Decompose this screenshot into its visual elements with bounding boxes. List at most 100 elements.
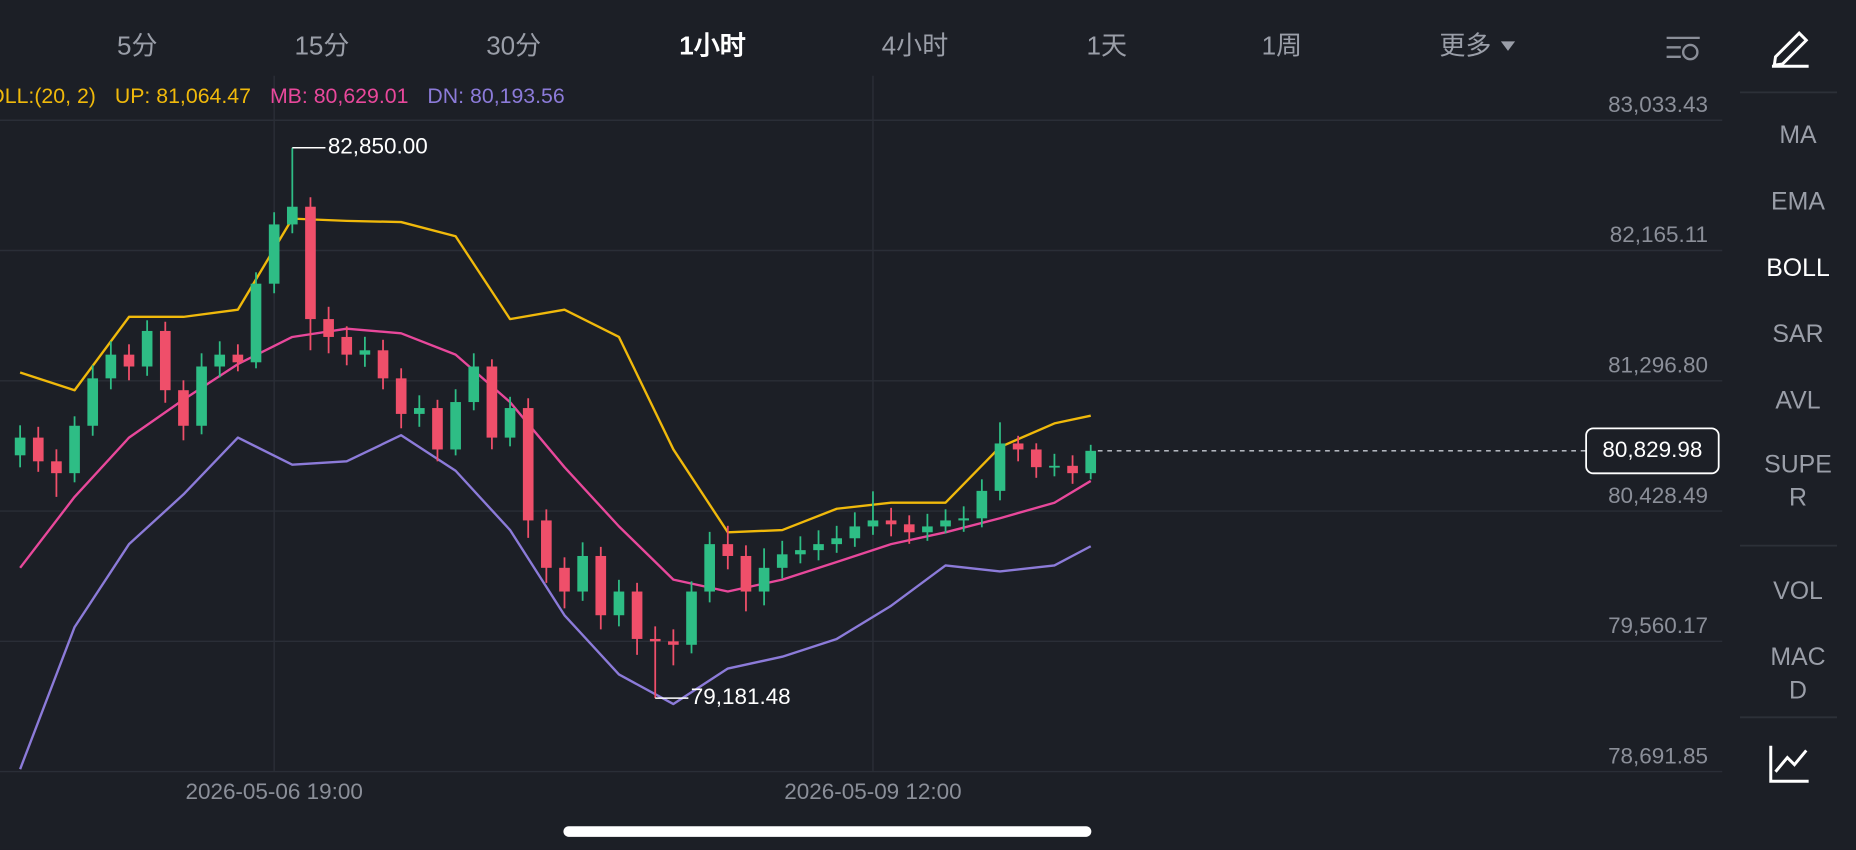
chart-icon[interactable] <box>1769 745 1809 783</box>
candle-body <box>522 408 534 521</box>
indicator-label: AVL <box>1775 387 1821 415</box>
candle-body <box>468 366 480 403</box>
interval-tab[interactable]: 4小时 <box>881 30 949 61</box>
candle-body <box>668 641 679 645</box>
candle-body <box>1049 465 1060 468</box>
draw-icon[interactable] <box>1771 31 1809 68</box>
candle-body <box>377 350 389 379</box>
candle-body <box>849 526 861 539</box>
candle-body <box>758 567 770 592</box>
candle-body <box>432 408 443 450</box>
candle-body <box>395 378 407 414</box>
candle-body <box>1085 450 1097 474</box>
grid <box>0 75 1723 773</box>
indicator-label: BOLL:(20, 2) <box>0 84 96 108</box>
candle-body <box>903 524 915 533</box>
candle-body <box>795 550 806 555</box>
candle-body <box>486 366 498 438</box>
candle-body <box>867 520 879 527</box>
legend-entry: DN: 80,193.56 <box>427 84 564 108</box>
interval-tab[interactable]: 更多 <box>1439 28 1516 64</box>
candle-body <box>14 437 26 456</box>
indicator-button[interactable]: MA <box>1740 120 1856 153</box>
bands <box>19 217 1092 770</box>
candle-body <box>450 402 461 450</box>
x-tick-label: 2026-05-09 12:00 <box>784 779 961 804</box>
candle-body <box>958 518 970 521</box>
candle-body <box>1030 449 1042 468</box>
candle-body <box>631 591 643 639</box>
candle-body <box>359 350 371 355</box>
dropdown-arrow <box>1500 41 1516 51</box>
candles <box>14 147 1097 699</box>
indicator-button[interactable]: SUPER <box>1740 449 1856 515</box>
interval-tab[interactable]: 15分 <box>294 30 350 61</box>
candle-body <box>123 354 135 367</box>
last-price-label: 80,829.98 <box>1602 437 1702 462</box>
candle-body <box>813 544 824 551</box>
candle-body <box>341 336 353 355</box>
candle-body <box>776 554 788 568</box>
indicator-button[interactable]: SAR <box>1740 318 1856 351</box>
indicator-button[interactable]: AVL <box>1740 385 1856 418</box>
indicator-label: EMA <box>1771 188 1825 216</box>
band-line <box>19 434 1092 770</box>
interval-tab[interactable]: 1小时 <box>679 30 746 61</box>
indicator-label: VOL <box>1773 577 1823 605</box>
candle-body <box>994 443 1006 491</box>
legend-entry: UP: 81,064.47 <box>115 84 251 108</box>
candle-body <box>686 591 697 645</box>
interval-tab[interactable]: 30分 <box>486 30 542 61</box>
candle-body <box>595 555 607 616</box>
indicator-button[interactable]: MACD <box>1740 642 1856 708</box>
interval-tab[interactable]: 5分 <box>117 30 158 61</box>
indicator-button[interactable]: VOL <box>1740 575 1856 608</box>
candle-body <box>613 591 625 616</box>
indicator-label: SAR <box>1772 320 1824 348</box>
interval-tab[interactable]: 1天 <box>1086 30 1128 61</box>
y-tick-label: 79,560.17 <box>1608 613 1708 638</box>
candle-body <box>268 224 280 284</box>
settings-icon[interactable] <box>1666 36 1700 61</box>
indicator-label: MACD <box>1770 643 1826 705</box>
candle-body <box>722 544 734 556</box>
interval-tab[interactable]: 1周 <box>1261 30 1303 61</box>
annotation-label: 82,850.00 <box>328 134 428 159</box>
candle-body <box>196 366 207 426</box>
candle-body <box>105 354 117 379</box>
candle-body <box>69 425 80 474</box>
y-tick-label: 82,165.11 <box>1610 222 1708 247</box>
candle-body <box>940 520 951 527</box>
indicator-label: SUPER <box>1764 450 1832 512</box>
candle-body <box>541 520 552 568</box>
legend: BOLL:(20, 2) UP: 81,064.47 MB: 80,629.01 DN… <box>0 84 565 108</box>
candle-body <box>414 408 425 414</box>
candle-body <box>87 378 99 426</box>
y-tick-label: 83,033.43 <box>1608 92 1708 117</box>
legend-entry: MB: 80,629.01 <box>270 84 409 108</box>
candle-body <box>1012 443 1024 450</box>
indicator-button[interactable]: BOLL <box>1740 252 1856 285</box>
band-line <box>19 327 1092 593</box>
candle-body <box>1067 465 1078 474</box>
candle-body <box>232 354 244 363</box>
candle-body <box>577 555 588 592</box>
candle-body <box>704 544 715 592</box>
band-line <box>19 217 1091 534</box>
annotation-label: 79,181.48 <box>691 684 791 709</box>
y-tick-label: 80,428.49 <box>1608 483 1708 508</box>
x-tick-label: 2026-05-06 19:00 <box>185 779 362 804</box>
candle-body <box>922 526 933 533</box>
candle-body <box>159 330 171 391</box>
indicator-label: BOLL <box>1766 254 1830 282</box>
candle-body <box>504 408 516 438</box>
candle-body <box>649 638 661 642</box>
indicator-button[interactable]: EMA <box>1740 186 1856 219</box>
candle-body <box>305 206 316 320</box>
candle-body <box>976 490 988 519</box>
y-tick-label: 78,691.85 <box>1608 743 1708 768</box>
candle-body <box>286 206 298 225</box>
candle-body <box>51 461 62 474</box>
